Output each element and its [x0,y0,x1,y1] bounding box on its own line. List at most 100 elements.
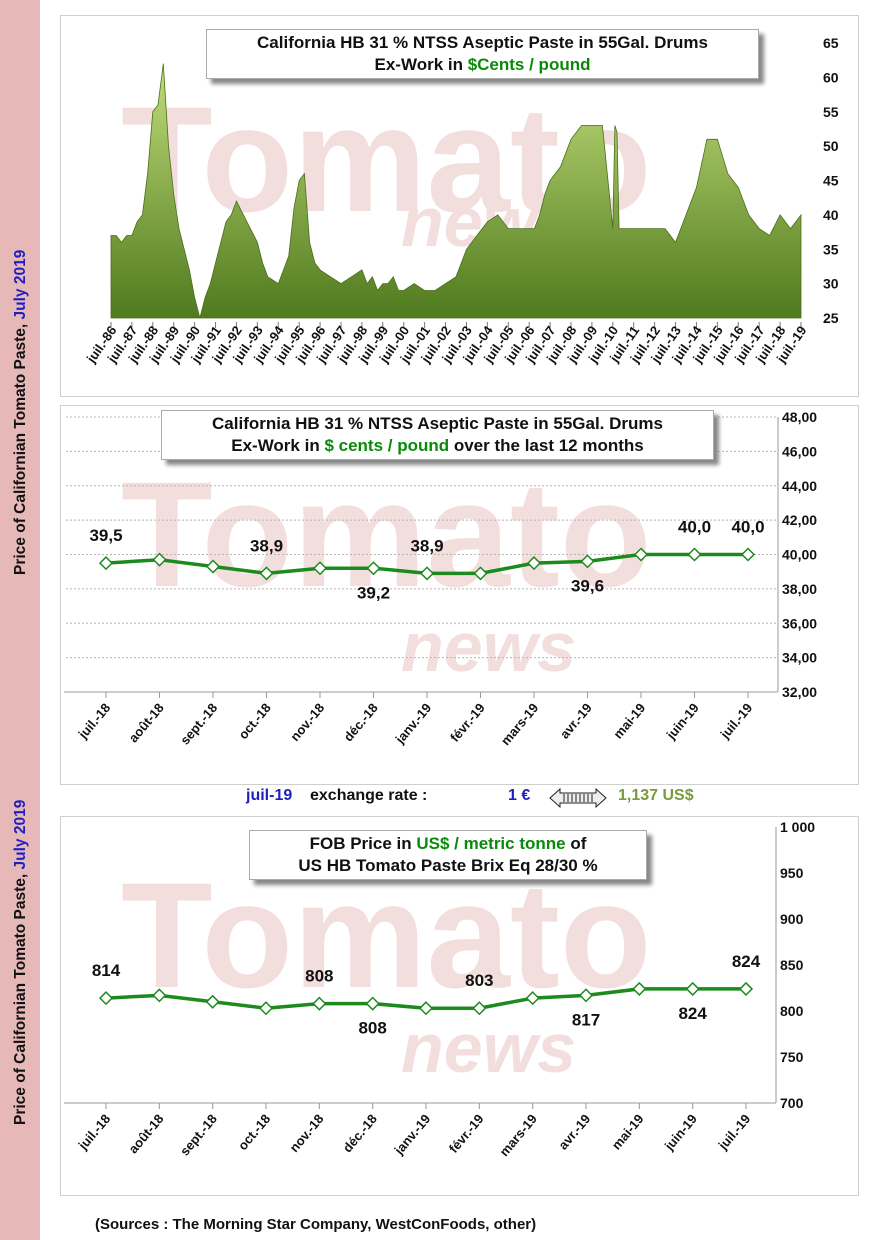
double-arrow-icon [549,787,607,809]
y-axis-tick-label: 50 [823,138,839,154]
sidebar-title-bottom: Price of Californian Tomato Paste, July … [12,799,29,1125]
x-axis-tick-label: nov.-18 [286,1111,326,1155]
y-axis-tick-label: 900 [780,911,804,927]
watermark-text: news [401,608,576,686]
x-axis-tick-label: sept.-18 [177,1111,220,1158]
data-point-marker [419,566,435,581]
data-point-marker [152,988,167,1003]
x-axis-tick-label: avr.-19 [557,700,595,741]
y-axis-tick-label: 48,00 [782,409,817,425]
data-point-marker [258,1001,274,1016]
data-point-marker [632,981,647,996]
y-axis-tick-label: 1 000 [780,819,815,835]
y-axis-tick-label: 750 [780,1049,804,1065]
data-label: 40,0 [678,518,711,537]
data-point-marker [366,561,381,576]
data-point-marker [473,566,488,581]
y-axis-tick-label: 800 [780,1003,804,1019]
x-axis-tick-label: déc.-18 [340,1111,380,1155]
x-axis-tick-label: avr.-19 [555,1111,593,1152]
data-label: 808 [305,967,333,986]
historic-price-area-chart: Tomatonews253035404550556065juil.-86juil… [83,35,839,366]
price-area-series [110,63,802,319]
y-axis-tick-label: 40 [823,207,839,223]
chart2-title: California HB 31 % NTSS Aseptic Paste in… [161,410,714,460]
data-point-marker [685,981,700,996]
x-axis-tick-label: oct.-18 [235,700,273,742]
y-axis-tick-label: 36,00 [782,615,817,631]
data-label: 39,2 [357,583,390,602]
x-axis-tick-label: sept.-18 [177,700,220,747]
data-point-marker [472,1001,487,1016]
data-label: 39,6 [571,576,604,595]
y-axis-tick-label: 44,00 [782,478,817,494]
watermark-text: Tomato [121,450,652,618]
data-label: 824 [732,952,761,971]
y-axis-tick-label: 60 [823,69,839,85]
y-axis-tick-label: 35 [823,241,839,257]
x-axis-tick-label: mai-19 [609,1111,647,1152]
data-point-marker [738,981,754,996]
data-point-marker [578,988,594,1003]
watermark-text: news [401,1009,576,1087]
x-axis-tick-label: juin-19 [663,700,702,743]
y-axis-tick-label: 34,00 [782,650,817,666]
data-point-marker [205,994,220,1009]
x-axis-tick-label: juil.-18 [75,1111,114,1153]
chart1-title: California HB 31 % NTSS Aseptic Paste in… [206,29,759,79]
data-label: 817 [572,1010,600,1029]
exchange-usd: 1,137 US$ [618,787,694,804]
exchange-month: juil-19 [246,787,293,804]
data-label: 39,5 [89,526,122,545]
data-label: 40,0 [731,518,764,537]
chart-panel-fob: Tomato news 700 750 800 850 900 950 1 000 814 808 8… [60,816,859,1196]
chart3-title: FOB Price in US$ / metric tonne of US HB… [249,830,647,880]
x-axis-tick-label: déc.-18 [341,700,381,744]
data-point-marker [152,552,167,567]
y-axis-tick-label: 700 [780,1095,804,1111]
sources-note: (Sources : The Morning Star Company, Wes… [95,1216,537,1233]
data-point-marker [205,559,221,574]
y-axis-tick-label: 40,00 [782,547,817,563]
y-axis-tick-label: 65 [823,35,839,51]
y-axis-tick-label: 46,00 [782,443,817,459]
data-point-marker [312,996,327,1011]
y-axis-tick-label: 32,00 [782,684,817,700]
data-point-marker [526,556,542,571]
data-label: 38,9 [410,536,443,555]
data-point-marker [365,996,380,1011]
data-label: 814 [92,961,121,980]
x-axis-tick-label: févr.-19 [446,1111,487,1156]
data-label: 824 [678,1004,707,1023]
x-axis-tick-label: mai-19 [610,700,648,741]
x-axis-tick-label: juil.-19 [715,1111,754,1153]
exchange-label: exchange rate : [310,787,428,804]
x-axis-tick-label: juil.-19 [717,700,756,742]
chart-panel-12months: Tomato news 32,00 34,00 36,00 38,00 40,00 42,00… [60,405,859,785]
chart-panel-historic: Tomatonews253035404550556065juil.-86juil… [60,15,859,397]
x-axis-tick-label: févr.-19 [447,700,488,745]
x-axis-tick-label: mars-19 [496,1111,540,1159]
x-axis-tick-label: juin-19 [661,1111,700,1154]
y-axis-tick-label: 850 [780,957,804,973]
y-axis-tick-label: 38,00 [782,581,817,597]
x-axis-tick-label: janv.-19 [391,1111,434,1158]
data-point-marker [687,547,702,562]
exchange-euro: 1 € [508,787,531,804]
y-axis-tick-label: 30 [823,276,839,292]
data-label: 808 [358,1019,386,1038]
x-axis-tick-label: nov.-18 [287,700,327,744]
x-axis-tick-label: août-18 [126,700,167,745]
x-axis-tick-label: août-18 [125,1111,166,1156]
y-axis-tick-label: 25 [823,310,839,326]
data-point-marker [418,1001,434,1016]
x-axis-tick-label: mars-19 [498,700,542,748]
data-point-marker [633,547,649,562]
data-point-marker [740,547,756,562]
data-label: 38,9 [250,536,283,555]
data-point-marker [525,991,540,1006]
x-axis-tick-label: oct.-18 [235,1111,273,1153]
x-axis-tick-label: juil.-18 [75,700,114,742]
x-axis-tick-label: janv.-19 [392,700,435,747]
